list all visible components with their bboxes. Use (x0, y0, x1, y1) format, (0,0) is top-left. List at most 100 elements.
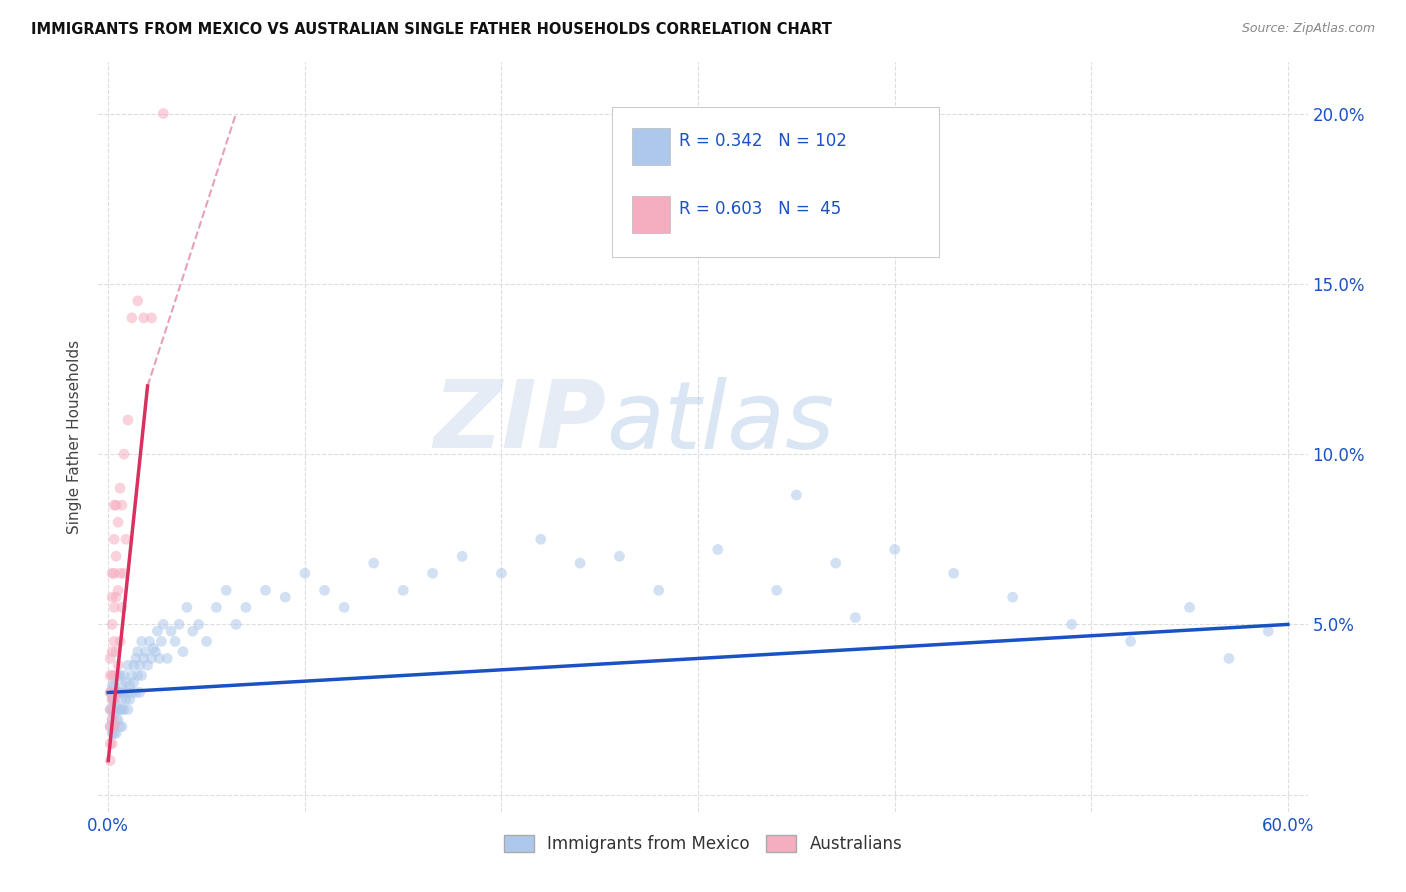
Point (131, 634, 153, 648)
Point (146, 624, 169, 639)
Point (98, 720, 121, 734)
Point (363, 556, 385, 570)
Point (108, 720, 131, 734)
Point (101, 668, 124, 682)
Point (1119, 634, 1142, 648)
Point (108, 566, 131, 581)
Point (98, 702, 121, 716)
Point (98, 720, 121, 734)
Point (98, 685, 121, 699)
Point (765, 583, 787, 598)
Point (112, 566, 135, 581)
Point (530, 533, 553, 547)
Point (111, 498, 134, 512)
Point (111, 679, 134, 693)
Point (107, 515, 129, 529)
Point (132, 651, 155, 665)
Point (103, 692, 125, 706)
Text: IMMIGRANTS FROM MEXICO VS AUSTRALIAN SINGLE FATHER HOUSEHOLDS CORRELATION CHART: IMMIGRANTS FROM MEXICO VS AUSTRALIAN SIN… (31, 22, 832, 37)
Point (118, 692, 141, 706)
Point (125, 685, 148, 699)
Point (1257, 624, 1279, 639)
Point (122, 675, 145, 690)
Point (127, 293, 149, 308)
Point (122, 658, 145, 673)
Point (160, 624, 183, 639)
Legend: Immigrants from Mexico, Australians: Immigrants from Mexico, Australians (496, 828, 910, 860)
Point (107, 713, 129, 727)
Point (205, 600, 228, 615)
Point (117, 413, 139, 427)
Point (145, 645, 167, 659)
Point (1218, 651, 1240, 665)
Point (844, 610, 866, 624)
Point (101, 679, 124, 693)
Point (101, 692, 124, 706)
FancyBboxPatch shape (631, 196, 671, 233)
Point (101, 702, 124, 716)
Point (176, 600, 198, 615)
Point (98, 668, 121, 682)
Point (107, 658, 129, 673)
Point (156, 651, 179, 665)
Point (121, 310, 143, 325)
Point (333, 600, 356, 615)
Point (128, 685, 150, 699)
Point (118, 679, 141, 693)
Point (187, 617, 209, 632)
Point (107, 583, 129, 598)
Point (112, 668, 135, 682)
Point (103, 498, 125, 512)
Point (152, 106, 174, 120)
Point (215, 583, 238, 598)
FancyBboxPatch shape (613, 107, 939, 257)
Point (117, 685, 139, 699)
Point (101, 645, 124, 659)
Point (165, 634, 187, 648)
Point (107, 702, 129, 716)
Point (101, 590, 124, 604)
Point (105, 699, 128, 714)
Point (103, 533, 125, 547)
Point (98, 737, 121, 751)
Point (128, 658, 150, 673)
Point (98, 651, 121, 665)
FancyBboxPatch shape (631, 128, 671, 165)
Point (883, 542, 905, 557)
Point (569, 556, 592, 570)
Point (108, 481, 131, 495)
Point (101, 713, 124, 727)
Point (103, 706, 125, 720)
Point (105, 498, 128, 512)
Point (101, 566, 124, 581)
Point (1001, 590, 1024, 604)
Point (103, 668, 125, 682)
Point (115, 533, 138, 547)
Point (111, 702, 134, 716)
Point (148, 651, 170, 665)
Point (117, 702, 139, 716)
Point (172, 645, 194, 659)
Point (235, 600, 257, 615)
Point (108, 634, 131, 648)
Text: Source: ZipAtlas.com: Source: ZipAtlas.com (1241, 22, 1375, 36)
Point (132, 310, 155, 325)
Point (105, 685, 128, 699)
Point (105, 645, 128, 659)
Point (131, 668, 153, 682)
Point (127, 645, 149, 659)
Point (107, 668, 129, 682)
Point (98, 685, 121, 699)
Point (136, 658, 159, 673)
Point (115, 692, 138, 706)
Point (135, 645, 157, 659)
Point (111, 600, 134, 615)
Point (785, 488, 807, 502)
Point (111, 720, 134, 734)
Point (824, 556, 846, 570)
Point (101, 713, 124, 727)
Point (121, 668, 143, 682)
Point (942, 566, 965, 581)
Point (107, 685, 129, 699)
Point (150, 634, 173, 648)
